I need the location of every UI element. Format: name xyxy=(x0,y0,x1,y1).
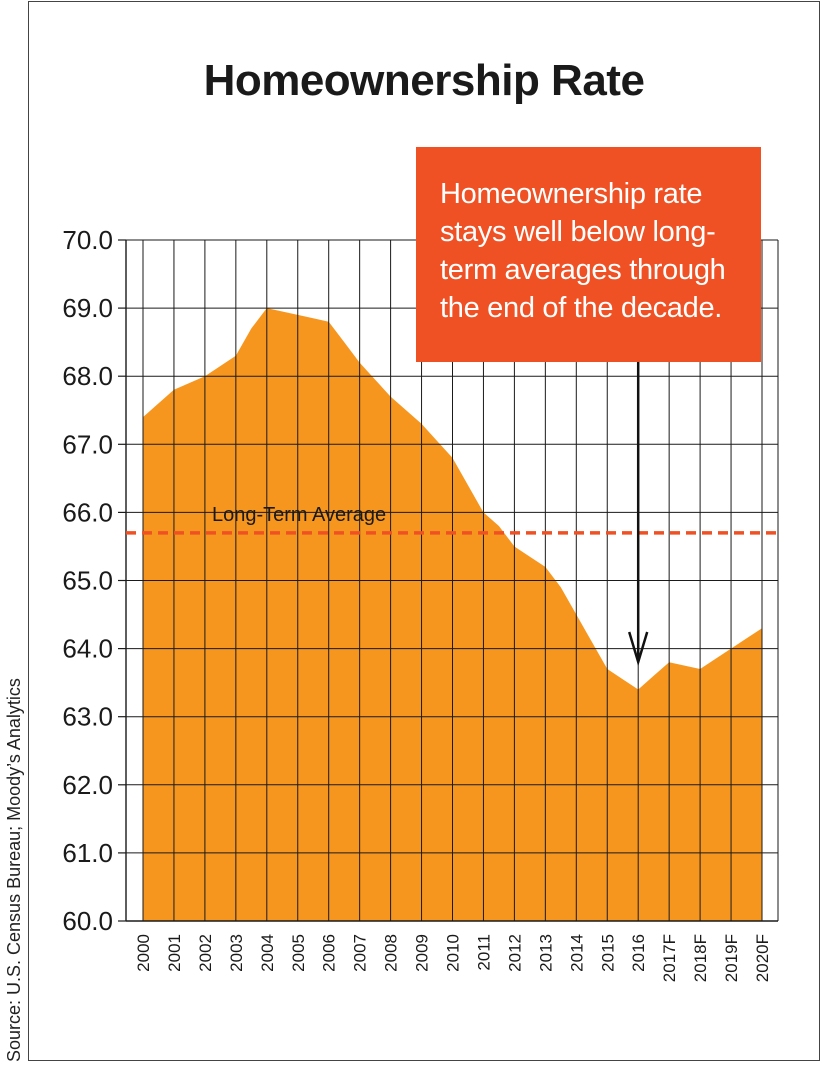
x-tick-label: 2009 xyxy=(413,934,432,972)
y-tick-label: 67.0 xyxy=(62,429,113,459)
y-tick-label: 61.0 xyxy=(62,838,113,868)
x-tick-label: 2014 xyxy=(567,934,586,972)
x-tick-label: 2018F xyxy=(691,934,710,982)
x-tick-label: 2007 xyxy=(351,934,370,972)
callout-text: Homeownership rate stays well below long… xyxy=(440,175,751,327)
callout-line: the end of the decade. xyxy=(440,292,723,324)
y-tick-label: 64.0 xyxy=(62,634,113,664)
y-tick-label: 66.0 xyxy=(62,497,113,527)
chart-title: Homeownership Rate xyxy=(203,56,645,105)
y-tick-label: 69.0 xyxy=(62,293,113,323)
x-tick-label: 2012 xyxy=(505,934,524,972)
x-tick-label: 2015 xyxy=(598,934,617,972)
x-tick-label: 2004 xyxy=(258,934,277,972)
x-tick-label: 2016 xyxy=(629,934,648,972)
x-tick-label: 2006 xyxy=(320,934,339,972)
callout-box: Homeownership rate stays well below long… xyxy=(416,147,761,362)
x-tick-label: 2003 xyxy=(227,934,246,972)
callout-line: stays well below long- xyxy=(440,216,716,248)
y-tick-label: 63.0 xyxy=(62,702,113,732)
x-tick-label: 2020F xyxy=(753,934,772,982)
chart-frame xyxy=(28,1,820,1061)
x-tick-label: 2017F xyxy=(660,934,679,982)
x-tick-label: 2002 xyxy=(196,934,215,972)
x-tick-label: 2000 xyxy=(134,934,153,972)
x-tick-label: 2001 xyxy=(165,934,184,972)
x-tick-label: 2005 xyxy=(289,934,308,972)
annotation-arrow-head xyxy=(628,631,649,667)
x-tick-label: 2008 xyxy=(382,934,401,972)
y-tick-label: 68.0 xyxy=(62,361,113,391)
y-tick-label: 60.0 xyxy=(62,906,113,936)
arrow-layer xyxy=(628,362,649,667)
reference-layer: Long-Term Average xyxy=(126,504,778,535)
x-tick-label: 2013 xyxy=(536,934,555,972)
x-tick-labels: 2000 2001 2002 2003 2004 2005 2006 2007 2008 2009… xyxy=(134,934,772,982)
x-tick-label: 2019F xyxy=(722,934,741,982)
y-tick-label: 70.0 xyxy=(62,225,113,255)
long-term-average-label: Long-Term Average xyxy=(212,504,386,526)
callout-line: Homeownership rate xyxy=(440,178,703,210)
y-tick-label: 65.0 xyxy=(62,566,113,596)
callout-line: term averages through xyxy=(440,254,726,286)
y-tick-labels: 60.0 61.0 62.0 63.0 64.0 65.0 66.0 67.0 68.0 69.0… xyxy=(62,225,113,936)
x-tick-label: 2010 xyxy=(444,934,463,972)
x-tick-label: 2011 xyxy=(474,934,493,971)
y-tick-label: 62.0 xyxy=(62,770,113,800)
